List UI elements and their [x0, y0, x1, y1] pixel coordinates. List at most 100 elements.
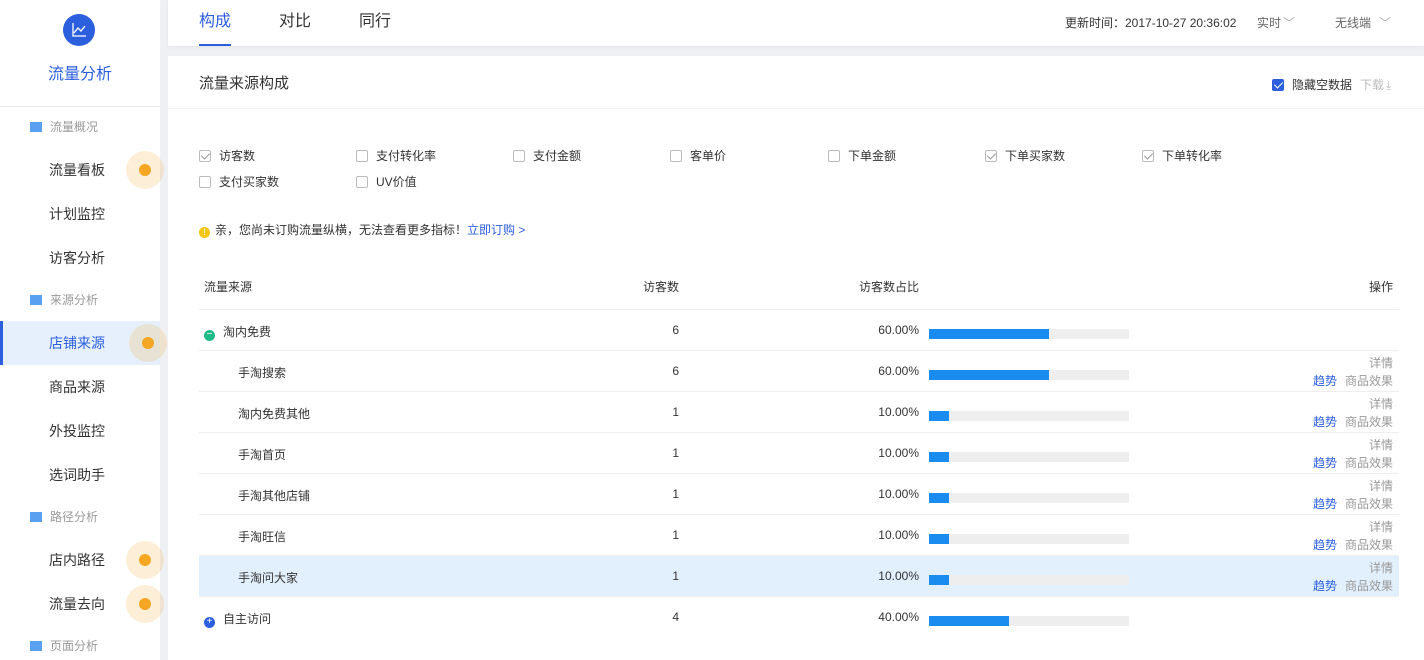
- row-actions: 详情趋势 商品效果: [1313, 559, 1393, 595]
- metric-label: 支付转化率: [376, 149, 437, 163]
- section-label: 来源分析: [50, 293, 99, 307]
- metric-label: UV价值: [376, 175, 417, 189]
- share-bar-fill: [929, 411, 949, 421]
- period-dropdown[interactable]: 实时 ﹀: [1257, 14, 1295, 31]
- sidebar-item[interactable]: 选词助手: [0, 453, 160, 497]
- product-effect-link[interactable]: 商品效果: [1344, 415, 1393, 429]
- metric-label: 支付买家数: [219, 175, 280, 189]
- subscription-notice: ! 亲，您尚未订购流量纵横，无法查看更多指标！立即订购 >: [199, 221, 525, 238]
- detail-link[interactable]: 详情: [1368, 561, 1393, 575]
- sidebar-item[interactable]: 店铺来源: [0, 321, 167, 365]
- checkbox-icon: [513, 150, 525, 162]
- metric-checkbox[interactable]: 支付金额: [513, 147, 581, 164]
- subscribe-link[interactable]: 立即订购 >: [467, 223, 526, 237]
- detail-link[interactable]: 详情: [1368, 520, 1393, 534]
- card-title: 流量来源构成: [199, 75, 290, 92]
- tab-peers[interactable]: 同行: [359, 13, 392, 30]
- app-title: 流量分析: [47, 66, 112, 83]
- col-source: 流量来源: [204, 280, 253, 294]
- chevron-down-icon: ﹀: [1379, 16, 1392, 30]
- tab-compare[interactable]: 对比: [279, 13, 312, 30]
- download-button[interactable]: 下载: [1360, 78, 1385, 92]
- detail-link[interactable]: 详情: [1368, 356, 1393, 370]
- sidebar-item-label: 店铺来源: [49, 335, 105, 351]
- share-bar: [929, 534, 1129, 544]
- checkbox-icon: [356, 150, 368, 162]
- collapse-icon[interactable]: −: [204, 330, 215, 341]
- row-actions: 详情趋势 商品效果: [1313, 436, 1393, 472]
- product-effect-link[interactable]: 商品效果: [1344, 374, 1393, 388]
- notification-dot-icon: [126, 541, 164, 579]
- product-effect-link[interactable]: 商品效果: [1344, 579, 1393, 593]
- metric-checkbox[interactable]: UV价值: [356, 173, 417, 190]
- sidebar-section: 来源分析: [30, 290, 98, 310]
- table-row: 手淘其他店铺 1 10.00% 详情 趋势 商品效果: [199, 473, 1399, 514]
- share-bar-fill: [929, 575, 949, 585]
- metric-checkbox[interactable]: 访客数: [199, 147, 255, 164]
- detail-link[interactable]: 详情: [1368, 438, 1393, 452]
- expand-icon[interactable]: +: [204, 617, 215, 628]
- device-value: 无线端: [1335, 16, 1372, 30]
- sidebar-item[interactable]: 流量去向: [0, 582, 164, 626]
- share-bar-fill: [929, 534, 949, 544]
- sidebar-item[interactable]: 外投监控: [0, 409, 160, 453]
- col-ops: 操作: [1368, 280, 1393, 294]
- sidebar-item[interactable]: 流量看板: [0, 148, 164, 192]
- trend-link[interactable]: 趋势: [1312, 579, 1337, 593]
- share-bar-fill: [929, 493, 949, 503]
- building-icon: [30, 512, 42, 522]
- share-bar: [929, 493, 1129, 503]
- hide-empty-checkbox[interactable]: 隐藏空数据 下载 ⤓: [1272, 76, 1391, 93]
- share-cell: 40.00%: [878, 610, 919, 624]
- metric-checkbox[interactable]: 下单买家数: [985, 147, 1065, 164]
- product-effect-link[interactable]: 商品效果: [1344, 497, 1393, 511]
- section-label: 页面分析: [50, 639, 99, 653]
- visitors-cell: 6: [672, 364, 679, 378]
- trend-link[interactable]: 趋势: [1312, 415, 1337, 429]
- detail-link[interactable]: 详情: [1368, 479, 1393, 493]
- device-dropdown[interactable]: 无线端 ﹀: [1335, 14, 1391, 31]
- metric-checkbox[interactable]: 下单金额: [828, 147, 896, 164]
- visitors-cell: 4: [672, 610, 679, 624]
- sidebar-item[interactable]: 访客分析: [0, 236, 160, 280]
- checkbox-icon: [356, 176, 368, 188]
- row-actions: 详情趋势 商品效果: [1313, 354, 1393, 390]
- metric-checkbox[interactable]: 下单转化率: [1142, 147, 1222, 164]
- metric-checkbox[interactable]: 支付买家数: [199, 173, 279, 190]
- checkbox-icon: [1142, 150, 1154, 162]
- tab-composition[interactable]: 构成: [199, 0, 232, 46]
- row-actions: 详情趋势 商品效果: [1313, 477, 1393, 513]
- col-visitors[interactable]: 访客数: [642, 280, 679, 294]
- trend-link[interactable]: 趋势: [1312, 497, 1337, 511]
- source-cell: 手淘问大家: [238, 569, 298, 586]
- checkbox-icon: [985, 150, 997, 162]
- sidebar-item[interactable]: 商品来源: [0, 365, 160, 409]
- trend-link[interactable]: 趋势: [1312, 456, 1337, 470]
- sidebar-item[interactable]: 店内路径: [0, 538, 164, 582]
- table-row: − 淘内免费 6 60.00%: [199, 309, 1399, 350]
- building-icon: [30, 122, 42, 132]
- product-effect-link[interactable]: 商品效果: [1344, 456, 1393, 470]
- visitors-cell: 6: [672, 323, 679, 337]
- share-bar: [929, 329, 1129, 339]
- source-name: 手淘首页: [238, 448, 287, 462]
- detail-link[interactable]: 详情: [1368, 397, 1393, 411]
- sidebar-item[interactable]: 计划监控: [0, 192, 160, 236]
- visitors-cell: 1: [672, 487, 679, 501]
- product-effect-link[interactable]: 商品效果: [1344, 538, 1393, 552]
- checkbox-icon: [670, 150, 682, 162]
- col-share[interactable]: 访客数占比: [858, 280, 919, 294]
- source-cell: + 自主访问: [204, 610, 271, 628]
- share-bar-fill: [929, 329, 1049, 339]
- share-bar-fill: [929, 616, 1009, 626]
- visitors-cell: 1: [672, 569, 679, 583]
- metric-checkbox[interactable]: 客单价: [670, 147, 726, 164]
- metric-checkbox[interactable]: 支付转化率: [356, 147, 436, 164]
- sidebar-item-label: 流量去向: [49, 596, 105, 612]
- share-bar: [929, 452, 1129, 462]
- trend-link[interactable]: 趋势: [1312, 538, 1337, 552]
- notification-dot-icon: [129, 324, 167, 362]
- trend-link[interactable]: 趋势: [1312, 374, 1337, 388]
- share-cell: 60.00%: [878, 323, 919, 337]
- sidebar-item-label: 店内路径: [49, 552, 105, 568]
